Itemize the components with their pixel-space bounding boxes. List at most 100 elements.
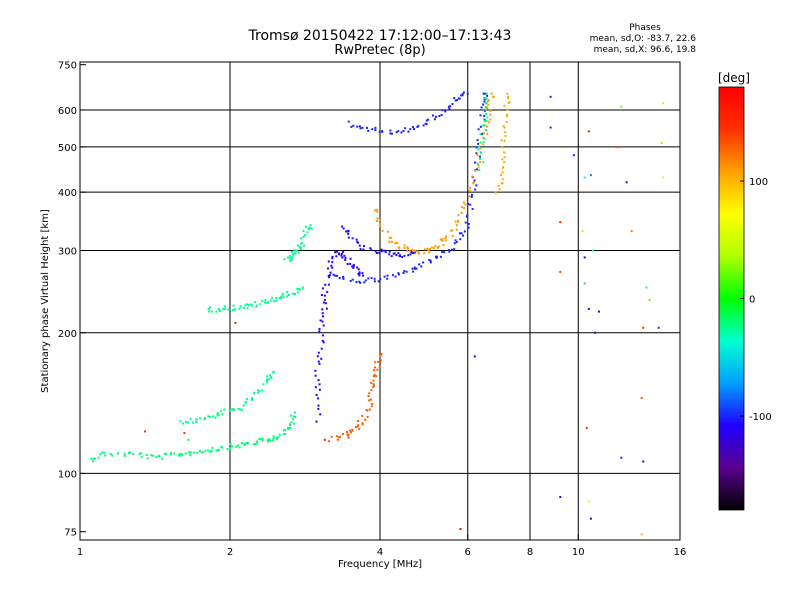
trace-point [409,128,412,131]
trace-point [429,261,432,264]
trace-point [418,263,421,266]
trace-point [301,287,304,290]
trace-point [373,366,376,369]
trace-point [423,248,426,251]
trace-point [349,279,352,282]
trace-point [150,454,153,457]
trace-point [434,255,437,258]
trace-point [407,247,410,250]
trace-point [370,389,373,392]
trace-point [397,246,400,249]
trace-point [355,238,358,241]
trace-point [247,442,250,445]
trace-point [379,278,382,281]
trace-point [257,391,260,394]
trace-point [394,242,397,245]
trace-point [430,246,433,249]
trace-point [413,266,416,269]
scatter-point [640,533,643,536]
trace-point [398,247,401,250]
x-tick-label: 2 [227,547,233,558]
trace-point [391,274,394,277]
trace-point [261,437,264,440]
trace-point [411,267,414,270]
trace-point [204,449,207,452]
scatter-point [323,438,326,441]
trace-point [426,248,429,251]
trace-point [482,103,485,106]
trace-point [327,267,330,270]
scatter-point [642,326,645,329]
chart-title: Tromsø 20150422 17:12:00–17:13:43 [248,28,512,44]
trace-point [243,444,246,447]
trace-point [320,357,323,360]
trace-point [293,411,296,414]
trace-point [192,451,195,454]
trace-point [258,389,261,392]
trace-point [92,457,95,460]
trace-point [476,154,479,157]
trace-point [487,100,490,103]
scatter-point [660,141,663,144]
trace-point [239,408,242,411]
trace-point [170,453,173,456]
trace-point [453,242,456,245]
trace-point [152,454,155,457]
trace-point [356,419,359,422]
x-tick-label: 4 [377,547,383,558]
trace-point [245,400,248,403]
trace-point [184,452,187,455]
trace-point [503,151,506,154]
trace-point [283,258,286,261]
trace-point [395,131,398,134]
trace-point [417,124,420,127]
trace-point [474,169,477,172]
trace-point [482,143,485,146]
trace-point [319,413,322,416]
data-points [90,91,665,536]
trace-point [317,351,320,354]
trace-point [297,288,300,291]
trace-point [349,262,352,265]
trace-point [431,114,434,117]
trace-point [373,373,376,376]
trace-point [406,249,409,252]
trace-point [161,457,164,460]
trace-point [466,92,469,95]
trace-point [375,375,378,378]
trace-point [447,105,450,108]
trace-point [375,252,378,255]
trace-point [485,125,488,128]
trace-point [435,256,438,259]
trace-point [268,378,271,381]
trace-point [458,232,461,235]
trace-point [314,374,317,377]
trace-point [278,433,281,436]
trace-point [287,428,290,431]
trace-point [328,274,331,277]
trace-point [485,128,488,131]
trace-point [444,239,447,242]
trace-point [224,307,227,310]
y-tick-label: 300 [58,247,77,258]
trace-point [293,292,296,295]
trace-point [338,435,341,438]
trace-point [300,246,303,249]
scatter-point [587,130,590,133]
trace-point [503,104,506,107]
trace-point [347,120,350,123]
trace-point [341,433,344,436]
colorbar-tick-label: 100 [749,177,768,188]
trace-point [406,246,409,249]
trace-point [189,451,192,454]
trace-point [375,208,378,211]
trace-point [486,94,489,97]
trace-point [386,274,389,277]
colorbar [718,86,745,511]
trace-point [145,453,148,456]
trace-point [504,131,507,134]
trace-point [261,300,264,303]
trace-point [123,454,126,457]
trace-point [338,253,341,256]
